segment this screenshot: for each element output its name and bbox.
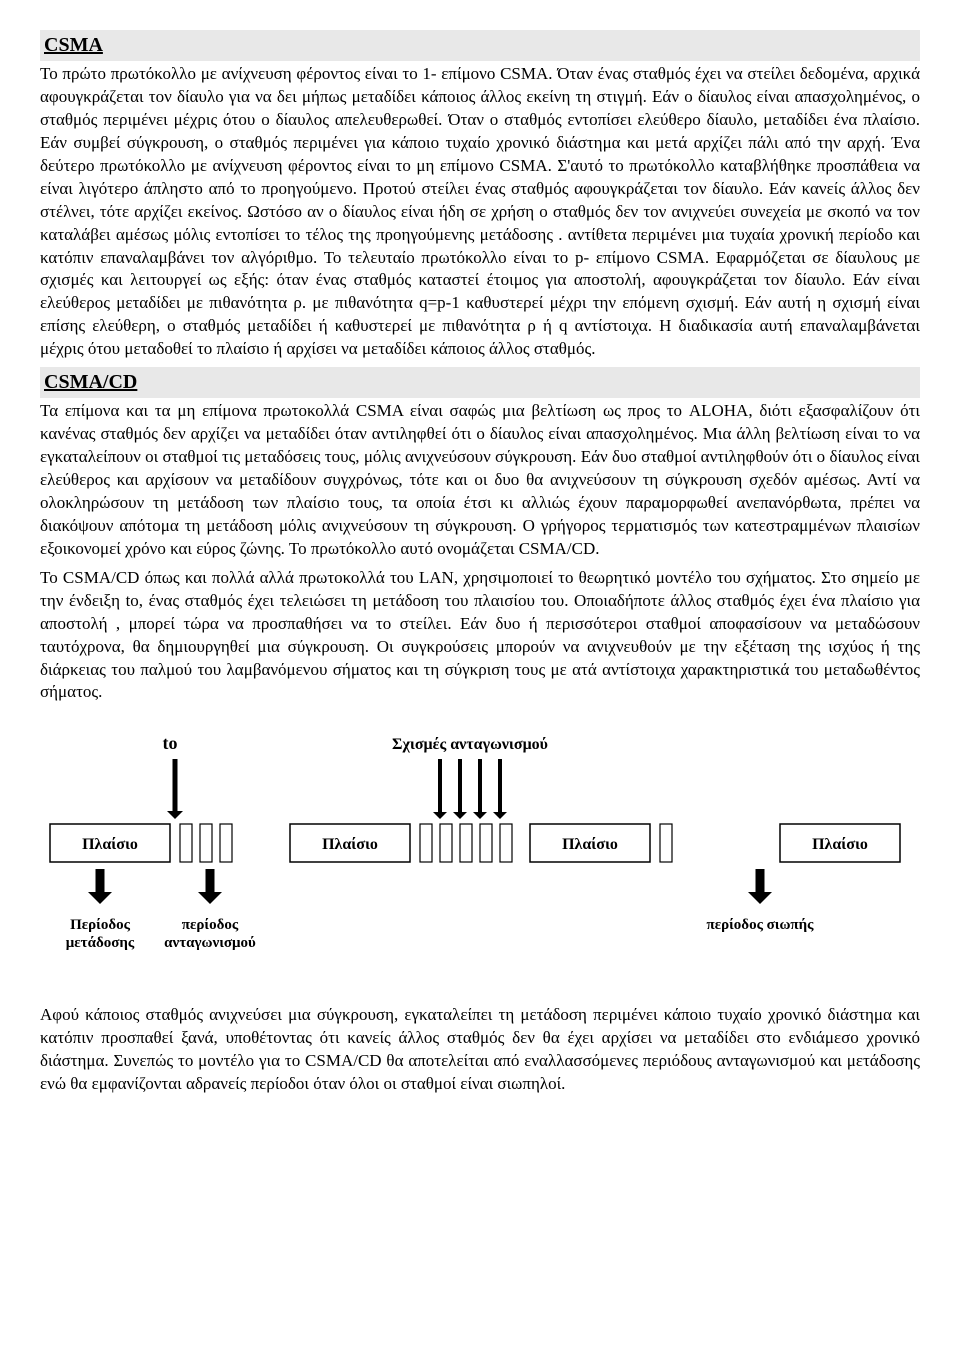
svg-text:Πλαίσιο: Πλαίσιο bbox=[562, 836, 618, 853]
svg-text:Πλαίσιο: Πλαίσιο bbox=[322, 836, 378, 853]
paragraph-csma-cd-1: Τα επίμονα και τα μη επίμονα πρωτοκολλά … bbox=[40, 400, 920, 561]
paragraph-csma-cd-3: Αφού κάποιος σταθμός ανιχνεύσει μια σύγκ… bbox=[40, 1004, 920, 1096]
section-title-csma-cd: CSMA/CD bbox=[40, 367, 920, 398]
svg-text:Πλαίσιο: Πλαίσιο bbox=[82, 836, 138, 853]
paragraph-csma: Το πρώτο πρωτόκολλο με ανίχνευση φέροντο… bbox=[40, 63, 920, 361]
svg-text:Περίοδος: Περίοδος bbox=[70, 917, 131, 933]
svg-text:περίοδος σιωπής: περίοδος σιωπής bbox=[706, 917, 814, 933]
csma-cd-diagram: to Σχισμές ανταγωνισμού Πλαίσιο Πλαίσιο Πλαί… bbox=[40, 724, 920, 974]
svg-text:to: to bbox=[163, 733, 178, 753]
svg-text:Σχισμές ανταγωνισμού: Σχισμές ανταγωνισμού bbox=[392, 736, 548, 753]
svg-text:ανταγωνισμού: ανταγωνισμού bbox=[164, 935, 256, 951]
svg-text:μετάδοσης: μετάδοσης bbox=[66, 935, 135, 951]
svg-text:Πλαίσιο: Πλαίσιο bbox=[812, 836, 868, 853]
section-title-csma: CSMA bbox=[40, 30, 920, 61]
paragraph-csma-cd-2: Το CSMA/CD όπως και πολλά αλλά πρωτοκολλ… bbox=[40, 567, 920, 705]
diagram-svg: to Σχισμές ανταγωνισμού Πλαίσιο Πλαίσιο Πλαί… bbox=[40, 724, 920, 974]
svg-text:περίοδος: περίοδος bbox=[182, 917, 239, 933]
